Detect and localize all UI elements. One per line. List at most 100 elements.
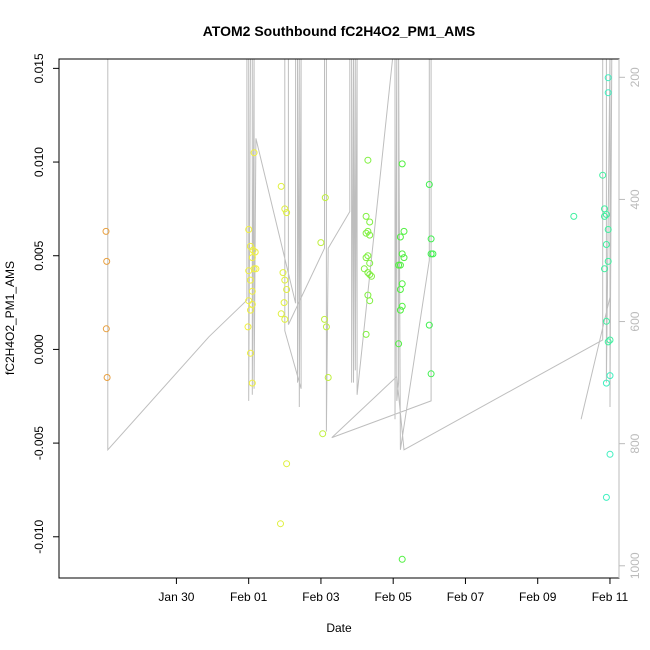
- x-tick-label: Feb 11: [592, 590, 629, 604]
- data-point: [321, 315, 328, 323]
- data-point: [362, 229, 370, 237]
- data-point: [317, 239, 325, 247]
- y2-tick-label: 600: [628, 311, 642, 331]
- y-tick-label: 0.000: [32, 334, 46, 364]
- data-point: [606, 450, 614, 458]
- data-point: [364, 269, 372, 277]
- y-tick-label: 0.010: [32, 147, 46, 177]
- data-point: [360, 265, 368, 273]
- data-point: [604, 226, 612, 233]
- data-point: [601, 212, 608, 220]
- data-point: [283, 209, 291, 217]
- data-point: [362, 254, 370, 262]
- data-point: [395, 340, 403, 348]
- data-point: [277, 520, 284, 528]
- data-point: [364, 227, 372, 235]
- x-tick-label: Jan 30: [158, 590, 194, 604]
- data-point: [277, 310, 285, 318]
- y-axis-label: fC2H4O2_PM1_AMS: [3, 261, 17, 375]
- data-point: [281, 315, 289, 323]
- data-point: [425, 321, 433, 329]
- data-point: [396, 306, 404, 314]
- data-point: [277, 182, 285, 190]
- data-point: [245, 267, 253, 275]
- x-tick-label: Feb 07: [447, 590, 485, 604]
- data-point: [400, 254, 408, 262]
- data-point: [252, 265, 260, 273]
- data-point: [604, 89, 612, 97]
- data-point: [398, 555, 406, 563]
- data-point: [248, 379, 256, 387]
- y-tick-label: 0.015: [32, 53, 46, 83]
- data-point: [396, 261, 404, 269]
- data-point: [398, 160, 406, 168]
- data-point: [427, 370, 435, 378]
- x-tick-label: Feb 09: [519, 590, 557, 604]
- y2-tick-label: 400: [628, 189, 642, 209]
- data-point: [364, 252, 372, 260]
- data-point: [321, 194, 329, 202]
- data-point: [281, 276, 289, 284]
- data-point: [103, 374, 111, 381]
- data-point: [322, 323, 330, 331]
- data-point: [429, 250, 437, 258]
- y-tick-label: -0.010: [32, 519, 46, 553]
- data-point: [244, 323, 252, 331]
- data-point: [251, 248, 259, 256]
- y-tick-label: -0.005: [32, 426, 46, 460]
- data-point: [364, 156, 372, 164]
- data-point: [249, 246, 257, 254]
- data-point: [362, 330, 370, 338]
- data-point: [102, 325, 110, 333]
- data-point: [602, 317, 610, 325]
- data-point: [102, 227, 110, 235]
- data-point: [250, 149, 258, 157]
- data-point: [604, 338, 612, 346]
- data-point: [324, 374, 332, 381]
- data-point: [247, 276, 254, 284]
- chart-title: ATOM2 Southbound fC2H4O2_PM1_AMS: [203, 23, 476, 39]
- data-point: [366, 259, 374, 267]
- data-point: [366, 297, 374, 305]
- data-point: [604, 74, 612, 82]
- data-point: [319, 430, 327, 438]
- data-point: [602, 241, 610, 248]
- data-point: [604, 257, 612, 265]
- data-point: [601, 265, 608, 273]
- data-point: [602, 379, 610, 387]
- data-point: [245, 226, 253, 233]
- y2-tick-label: 1000: [628, 552, 642, 579]
- data-point: [602, 211, 610, 218]
- data-point: [366, 231, 374, 239]
- x-axis-label: Date: [326, 621, 352, 635]
- data-point: [602, 493, 610, 501]
- data-point: [280, 299, 288, 307]
- data-point: [368, 272, 375, 280]
- y-tick-label: 0.005: [32, 240, 46, 270]
- data-point: [606, 372, 614, 380]
- data-point: [606, 336, 614, 344]
- data-point: [283, 286, 291, 293]
- plot-area: Jan 30 Feb 01 Feb 03 Feb 05 Feb 07 Feb 09 Feb …: [32, 53, 642, 604]
- data-point: [366, 271, 374, 278]
- data-point: [400, 227, 408, 235]
- data-point: [248, 287, 256, 295]
- data-point: [599, 171, 607, 179]
- data-point: [248, 254, 256, 262]
- data-point: [245, 297, 253, 305]
- data-point: [396, 233, 404, 241]
- data-point: [398, 302, 406, 310]
- x-tick-label: Feb 01: [230, 590, 268, 604]
- data-point: [570, 212, 578, 220]
- data-point: [425, 181, 433, 188]
- data-point: [396, 286, 404, 293]
- data-point: [247, 349, 254, 357]
- data-point: [247, 306, 254, 314]
- data-point: [362, 212, 370, 220]
- data-point: [427, 235, 435, 243]
- data-point: [279, 269, 287, 277]
- y2-tick-label: 200: [628, 67, 642, 87]
- data-point: [103, 257, 111, 265]
- data-point: [281, 205, 289, 213]
